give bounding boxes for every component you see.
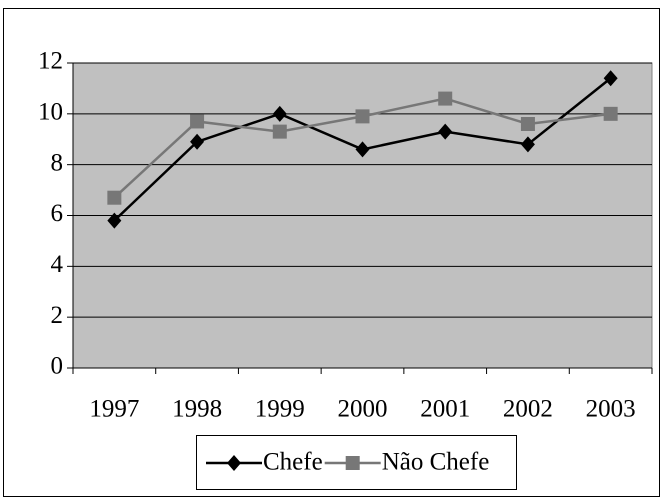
x-tick-label: 2000 [338,396,388,423]
x-tick-label: 2002 [503,396,553,423]
data-point [603,106,618,121]
x-tick-label: 2003 [586,396,636,423]
data-point [603,70,618,87]
legend-marker [227,455,241,471]
y-tick-label: 2 [51,302,64,329]
y-tick-label: 8 [51,149,64,176]
data-point [190,114,205,129]
y-tick-label: 4 [51,251,64,278]
legend-label: Chefe [263,449,323,476]
data-point [355,109,370,124]
y-tick-label: 10 [38,99,63,126]
y-tick-label: 0 [51,353,64,380]
x-tick-label: 1998 [172,396,222,423]
x-tick-label: 1999 [255,396,305,423]
data-point [438,91,453,106]
data-point [107,190,122,205]
data-point [272,124,287,139]
x-tick-label: 2001 [420,396,470,423]
data-point [520,136,535,153]
y-tick-label: 6 [51,200,64,227]
data-point [107,212,122,229]
data-point [272,105,287,122]
y-tick-label: 12 [38,48,63,75]
legend-marker [345,456,360,470]
x-tick-label: 1997 [89,396,139,423]
data-point [190,133,205,150]
data-point [438,123,453,140]
legend-label: Não Chefe [382,449,490,476]
data-point [355,141,370,158]
data-point [520,117,535,131]
